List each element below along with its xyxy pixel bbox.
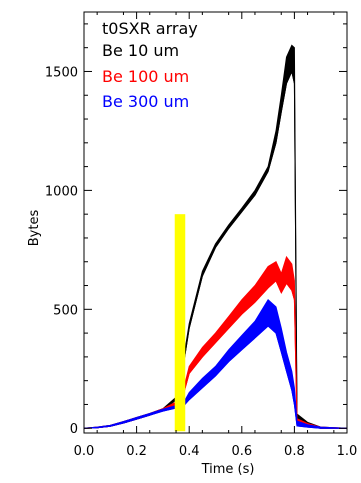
highlight-band (174, 214, 186, 432)
y-tick-label: 1000 (45, 184, 78, 199)
series-band-2 (83, 299, 348, 429)
legend-title: t0SXR array (102, 19, 198, 38)
y-tick-label: 500 (53, 303, 78, 318)
series-line-1 (83, 279, 347, 429)
legend-entry-be-300um: Be 300 um (102, 92, 189, 111)
x-tick-label: 0.2 (126, 444, 147, 459)
series-line-2 (83, 325, 347, 429)
x-tick-label: 0.8 (284, 444, 305, 459)
legend-entry-be-10um: Be 10 um (102, 41, 179, 60)
x-tick-label: 0.0 (74, 444, 95, 459)
y-axis-label: Bytes (27, 210, 42, 247)
x-tick-label: 1.0 (337, 444, 358, 459)
x-tick-label: 0.6 (231, 444, 252, 459)
y-tick-label: 1500 (45, 65, 78, 80)
plot-frame (83, 11, 348, 434)
x-axis-label: Time (s) (201, 462, 255, 477)
legend-entry-be-100um: Be 100 um (102, 67, 189, 86)
x-tick-label: 0.4 (179, 444, 200, 459)
y-tick-label: 0 (70, 422, 78, 437)
